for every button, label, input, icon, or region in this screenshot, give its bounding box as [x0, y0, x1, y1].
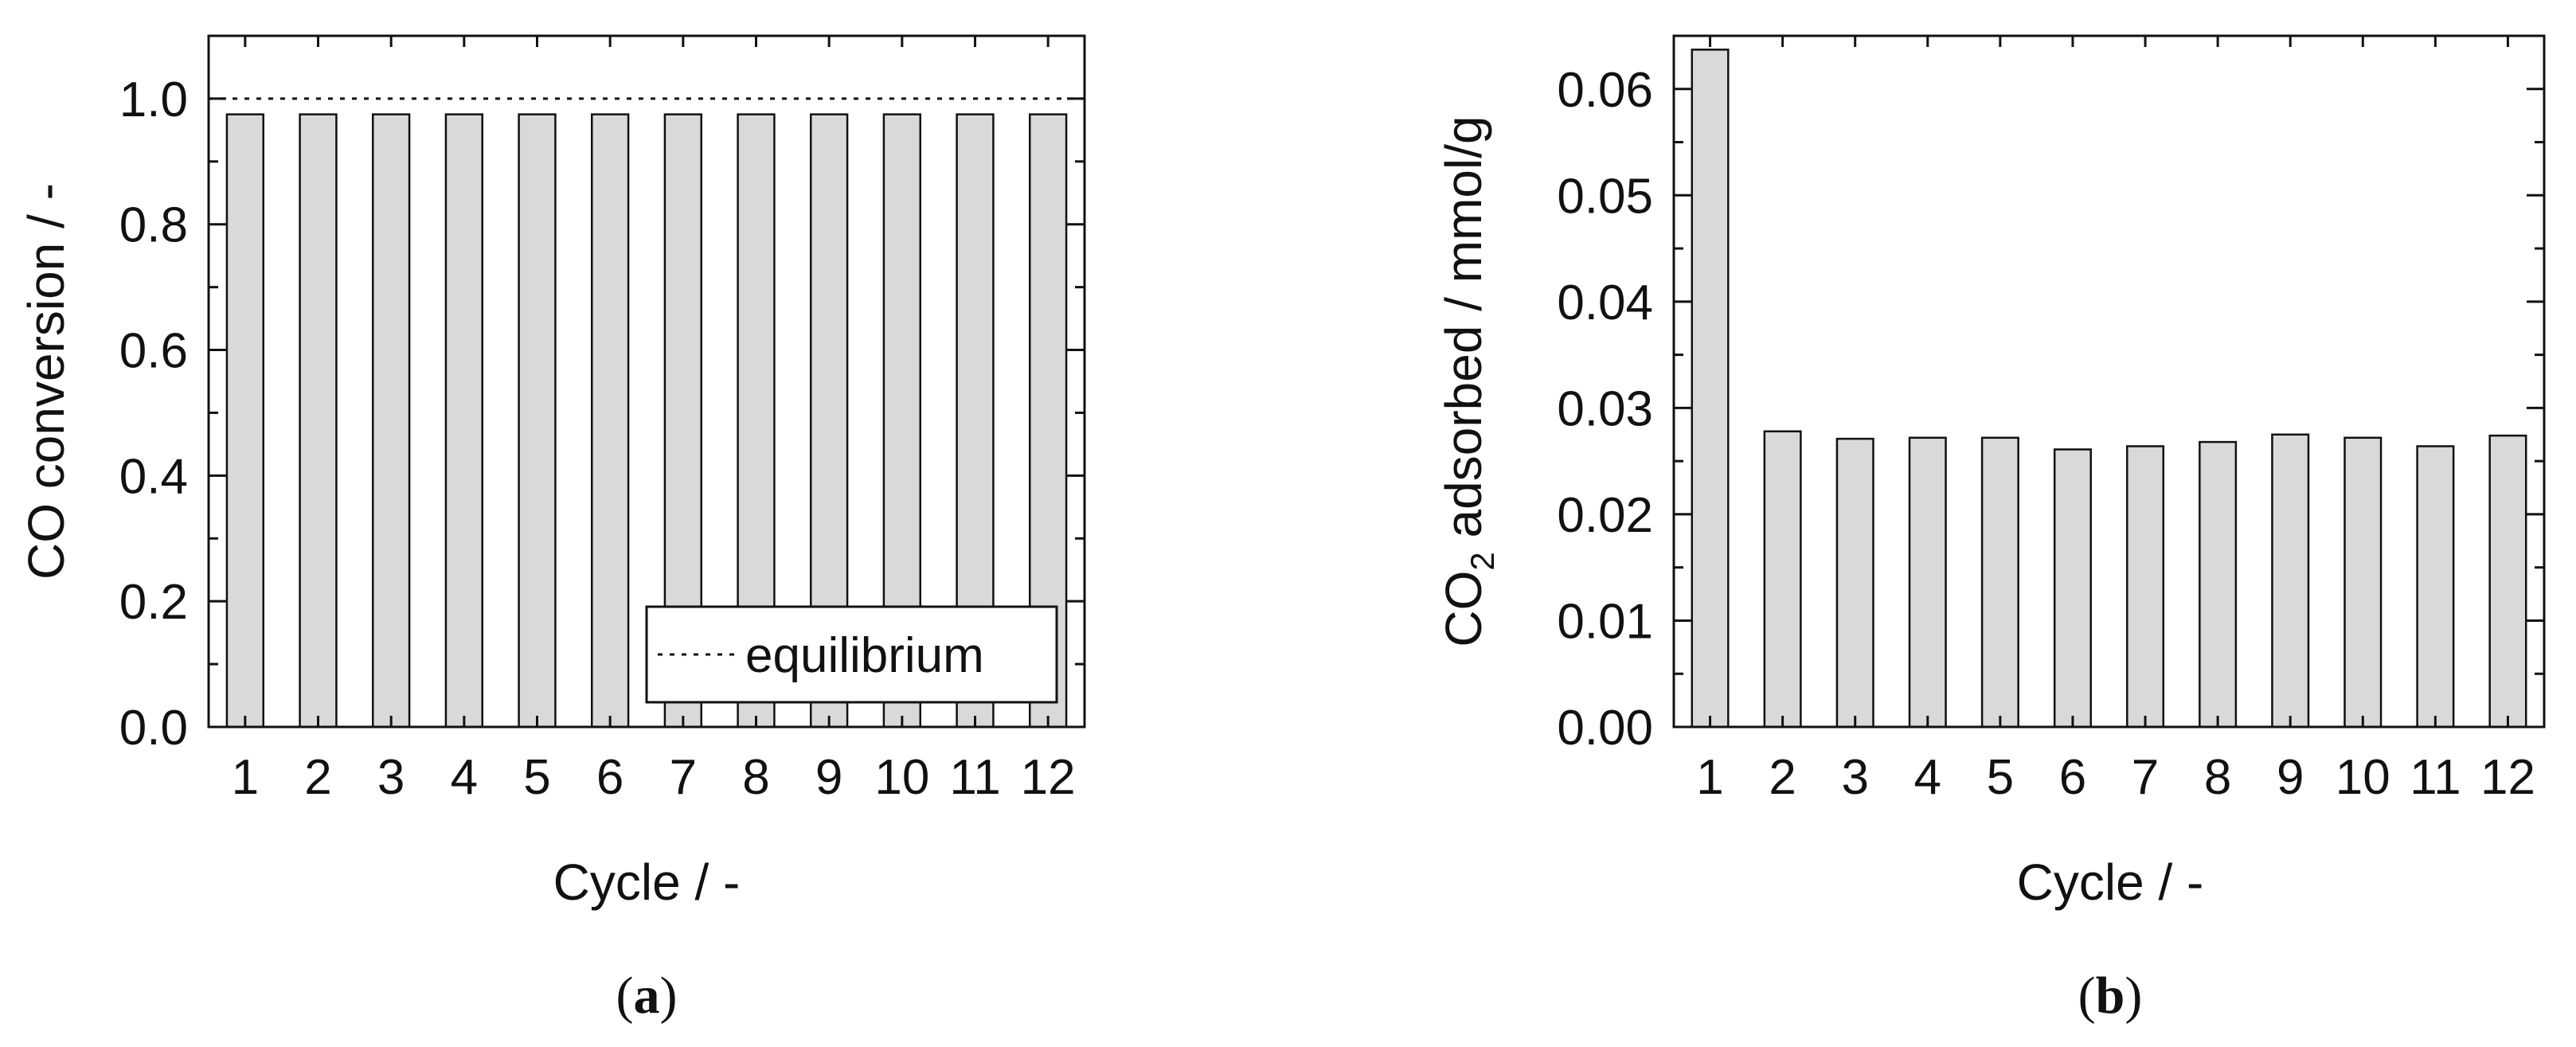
x-tick-label: 5	[523, 750, 550, 805]
y-title-suffix: adsorbed / mmol/g	[1435, 115, 1492, 552]
x-tick-label: 9	[815, 750, 842, 805]
bar-cycle-7	[2126, 445, 2165, 729]
x-tick-label: 2	[304, 750, 331, 805]
panel-b-y-axis-title: CO2 adsorbed / mmol/g	[1435, 115, 1501, 647]
y-tick-label: 0.8	[119, 198, 188, 253]
x-tick-label: 8	[742, 750, 769, 805]
panel-a-y-ticks: 0.0 0.2 0.4 0.6 0.8 1.0	[119, 34, 1085, 756]
bar-cycle-11	[2416, 445, 2455, 729]
bar-cycle-1	[225, 113, 264, 729]
panel-a-frame	[207, 34, 1086, 729]
x-tick-label: 11	[949, 750, 1000, 805]
panel-b-letter: b	[2096, 967, 2125, 1025]
bar-cycle-5	[518, 113, 557, 729]
x-tick-label: 2	[1769, 750, 1796, 805]
panel-b-y-ticks: 0.00 0.01 0.02 0.03 0.04 0.05 0.06	[1557, 63, 2544, 756]
x-tick-label: 11	[2410, 750, 2461, 805]
panel-a-x-ticks: 1 2 3 4 5 6 7 8 9 10 11 12	[232, 36, 1076, 805]
x-tick-label: 10	[2336, 750, 2390, 805]
x-tick-label: 1	[232, 750, 259, 805]
x-tick-label: 4	[1914, 750, 1941, 805]
x-tick-label: 1	[1696, 750, 1723, 805]
bar-cycle-8	[2199, 440, 2238, 729]
x-tick-label: 8	[2204, 750, 2231, 805]
panel-b-bars	[1691, 49, 2527, 729]
legend: equilibrium	[645, 605, 1058, 704]
x-tick-label: 5	[1987, 750, 2014, 805]
y-tick-label: 0.02	[1557, 488, 1653, 543]
y-tick-label: 0.2	[119, 575, 188, 630]
y-tick-label: 0.00	[1557, 701, 1653, 756]
panel-b: 0.000.010.020.030.040.050.06 1 2 3 4 5 6 7 8 9 10…	[1435, 34, 2546, 1025]
x-tick-label: 3	[1841, 750, 1868, 805]
y-tick-label: 0.06	[1557, 63, 1653, 118]
bar-cycle-5	[1980, 436, 2019, 729]
x-tick-label: 7	[670, 750, 697, 805]
panel-b-label: (b)	[2078, 967, 2143, 1025]
x-tick-label: 6	[2059, 750, 2086, 805]
bar-cycle-12	[2488, 434, 2527, 729]
bar-cycle-4	[1908, 436, 1947, 729]
y-tick-label: 0.0	[119, 701, 188, 756]
bar-cycle-2	[299, 113, 338, 729]
y-tick-label: 0.03	[1557, 381, 1653, 436]
y-tick-label: 1.0	[119, 72, 188, 127]
panel-a-label: (a)	[616, 967, 678, 1025]
legend-label: equilibrium	[745, 628, 984, 683]
x-tick-label: 12	[1021, 750, 1076, 805]
panel-a-x-axis-title: Cycle / -	[553, 854, 741, 911]
x-tick-label: 4	[451, 750, 478, 805]
bar-cycle-1	[1691, 49, 1730, 729]
panel-a-y-axis-title: CO conversion / -	[18, 183, 75, 580]
x-tick-label: 9	[2277, 750, 2304, 805]
x-tick-label: 6	[596, 750, 623, 805]
x-tick-label: 12	[2480, 750, 2535, 805]
panel-a: 0.00.20.40.60.81.0 1 2 3 4 5 6 7 8 9 10 11 12 Cycle…	[18, 34, 1086, 1025]
panel-b-x-axis-title: Cycle / -	[2017, 854, 2204, 911]
y-tick-label: 0.4	[119, 449, 188, 504]
x-tick-label: 3	[377, 750, 405, 805]
y-tick-label: 0.04	[1557, 275, 1653, 330]
panel-a-letter: a	[634, 967, 660, 1025]
x-tick-label: 10	[874, 750, 929, 805]
panel-b-frame	[1672, 34, 2546, 729]
bar-cycle-4	[444, 113, 484, 729]
panel-b-x-ticks: 1 2 3 4 5 6 7 8 9 10 11 12	[1696, 36, 2535, 805]
bar-cycle-6	[2053, 448, 2092, 729]
y-tick-label: 0.05	[1557, 169, 1653, 224]
panel-a-bars	[225, 113, 1068, 729]
y-title-subscript: 2	[1464, 552, 1501, 570]
bar-cycle-6	[591, 113, 630, 729]
x-tick-label: 7	[2132, 750, 2159, 805]
bar-cycle-2	[1763, 430, 1802, 729]
bar-cycle-3	[372, 113, 411, 729]
bar-cycle-3	[1835, 437, 1874, 729]
legend-box	[645, 605, 1058, 704]
bar-cycle-10	[2343, 436, 2383, 729]
bar-cycle-9	[2271, 433, 2310, 729]
y-tick-label: 0.01	[1557, 594, 1653, 649]
y-title-prefix: CO	[1435, 571, 1492, 647]
y-tick-label: 0.6	[119, 324, 188, 379]
